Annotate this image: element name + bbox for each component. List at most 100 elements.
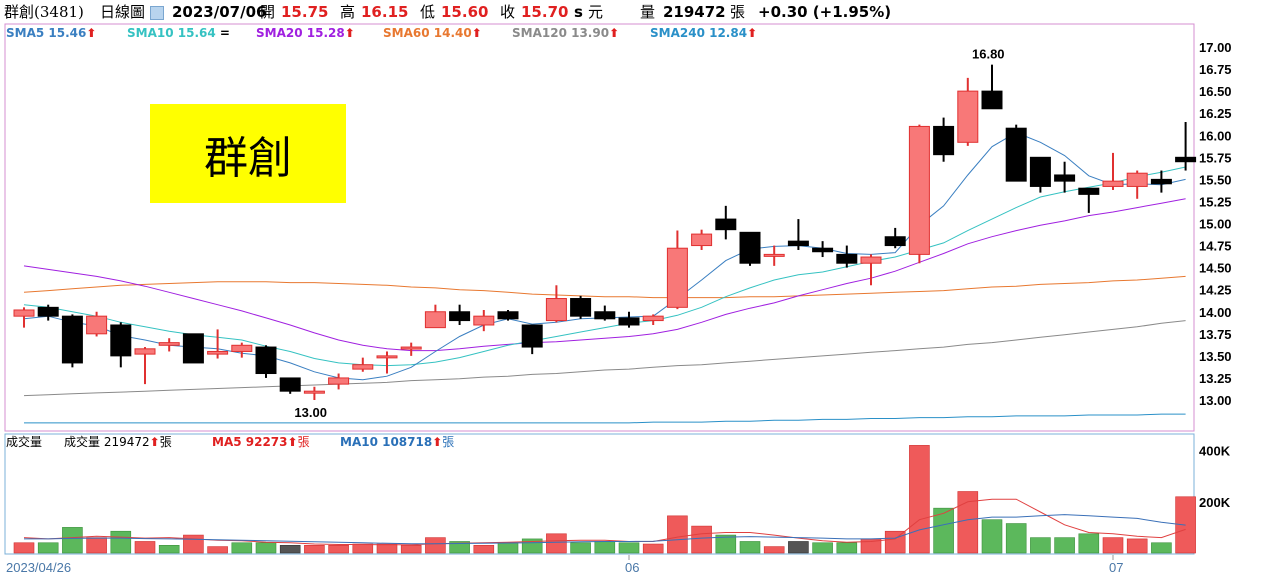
volume-bar[interactable] [304, 545, 325, 554]
volume-bar[interactable] [1151, 542, 1172, 554]
candle[interactable] [594, 305, 616, 321]
sma120-legend[interactable]: SMA120 13.90⬆ [512, 25, 619, 41]
volume-bar[interactable] [328, 545, 349, 554]
volume-bar[interactable] [570, 542, 591, 554]
volume-bar[interactable] [1102, 537, 1124, 554]
candle[interactable] [570, 295, 592, 319]
candle[interactable] [666, 230, 688, 310]
volume-bar[interactable] [812, 542, 833, 554]
volume-bar[interactable] [183, 534, 204, 554]
candle[interactable] [303, 386, 325, 400]
volume-bar[interactable] [618, 542, 640, 554]
volume-bar[interactable] [1030, 537, 1051, 554]
volume-bar[interactable] [667, 515, 688, 554]
volume-bar[interactable] [352, 543, 374, 554]
volume-bar[interactable] [933, 507, 954, 554]
candle[interactable] [1126, 170, 1148, 199]
sma5-legend[interactable]: SMA5 15.46⬆ [6, 25, 96, 41]
volume-bar[interactable] [884, 530, 906, 554]
volume-bar[interactable] [981, 519, 1003, 554]
volume-bar[interactable] [739, 541, 761, 554]
candle[interactable] [61, 314, 83, 368]
sma10-legend[interactable]: SMA10 15.64 = [127, 25, 230, 41]
volume-bar[interactable] [255, 542, 277, 554]
candle[interactable] [328, 373, 350, 390]
candle[interactable] [521, 324, 543, 355]
volume-bar[interactable] [909, 445, 930, 554]
candle[interactable] [134, 347, 156, 385]
candle[interactable] [739, 231, 761, 266]
candle[interactable] [449, 304, 471, 325]
volume-bar[interactable] [376, 543, 398, 554]
candle[interactable] [908, 124, 930, 264]
volume-bar[interactable] [449, 541, 470, 554]
vol-today-legend[interactable]: 成交量 219472⬆張 [64, 434, 172, 450]
chart-kind-dropdown-icon[interactable] [150, 6, 164, 20]
volume-bar[interactable] [400, 545, 422, 554]
candle[interactable] [933, 117, 955, 162]
candle[interactable] [1005, 124, 1027, 182]
candle[interactable] [836, 245, 858, 268]
candle[interactable] [715, 205, 737, 240]
candle[interactable] [691, 229, 713, 250]
candle[interactable] [37, 304, 59, 321]
candle[interactable] [1175, 122, 1197, 171]
candle[interactable] [497, 309, 519, 321]
candle[interactable] [158, 338, 180, 352]
candle[interactable] [473, 309, 495, 332]
volume-bar[interactable] [37, 542, 59, 554]
volume-bar[interactable] [594, 541, 616, 554]
volume-bar[interactable] [836, 542, 858, 554]
volume-bar[interactable] [546, 533, 567, 554]
candle[interactable] [352, 357, 374, 372]
volume-bar[interactable] [86, 537, 107, 554]
sma20-legend[interactable]: SMA20 15.28⬆ [256, 25, 355, 41]
volume-bar[interactable] [231, 542, 253, 554]
candle[interactable] [400, 342, 422, 356]
volume-bar[interactable] [1054, 537, 1075, 554]
volume-bar[interactable] [788, 541, 809, 554]
volume-bar[interactable] [207, 546, 228, 554]
candle[interactable] [981, 64, 1003, 110]
candle[interactable] [13, 307, 35, 328]
sma240-legend[interactable]: SMA240 12.84⬆ [650, 25, 757, 41]
candle[interactable] [424, 304, 446, 329]
candle[interactable] [86, 311, 108, 337]
candle[interactable] [110, 322, 132, 368]
candle[interactable] [763, 245, 785, 266]
candle[interactable] [642, 314, 664, 325]
vol-ma10-legend[interactable]: MA10 108718⬆張 [340, 434, 454, 450]
sma60-legend[interactable]: SMA60 14.40⬆ [383, 25, 482, 41]
candle[interactable] [884, 227, 906, 249]
candle[interactable] [207, 329, 229, 359]
volume-bar[interactable] [642, 543, 664, 554]
candle[interactable] [231, 342, 253, 358]
candle[interactable] [1102, 152, 1124, 190]
volume-bar[interactable] [13, 542, 35, 554]
candle[interactable] [279, 377, 301, 394]
candle[interactable] [957, 77, 979, 146]
volume-bar[interactable] [691, 525, 712, 554]
volume-bar[interactable] [110, 530, 132, 554]
volume-bar[interactable] [715, 534, 737, 554]
volume-bar[interactable] [134, 541, 156, 554]
candle[interactable] [376, 351, 398, 374]
volume-bar[interactable] [425, 537, 446, 554]
volume-bar[interactable] [279, 545, 301, 554]
volume-bar[interactable] [497, 542, 519, 554]
volume-bar[interactable] [473, 545, 495, 554]
volume-bar[interactable] [763, 546, 785, 554]
volume-bar[interactable] [158, 545, 180, 554]
candle[interactable] [255, 345, 277, 378]
volume-bar[interactable] [62, 527, 83, 554]
volume-bar[interactable] [1005, 523, 1027, 554]
candle[interactable] [1150, 170, 1172, 193]
candle[interactable] [545, 285, 567, 323]
candle[interactable] [1029, 156, 1051, 193]
volume-bar[interactable] [1078, 533, 1100, 554]
vol-ma5-legend[interactable]: MA5 92273⬆張 [212, 434, 310, 450]
candle[interactable] [1078, 187, 1100, 213]
chart-kind[interactable]: 日線圖 [100, 3, 146, 21]
volume-bar[interactable] [1126, 538, 1148, 554]
